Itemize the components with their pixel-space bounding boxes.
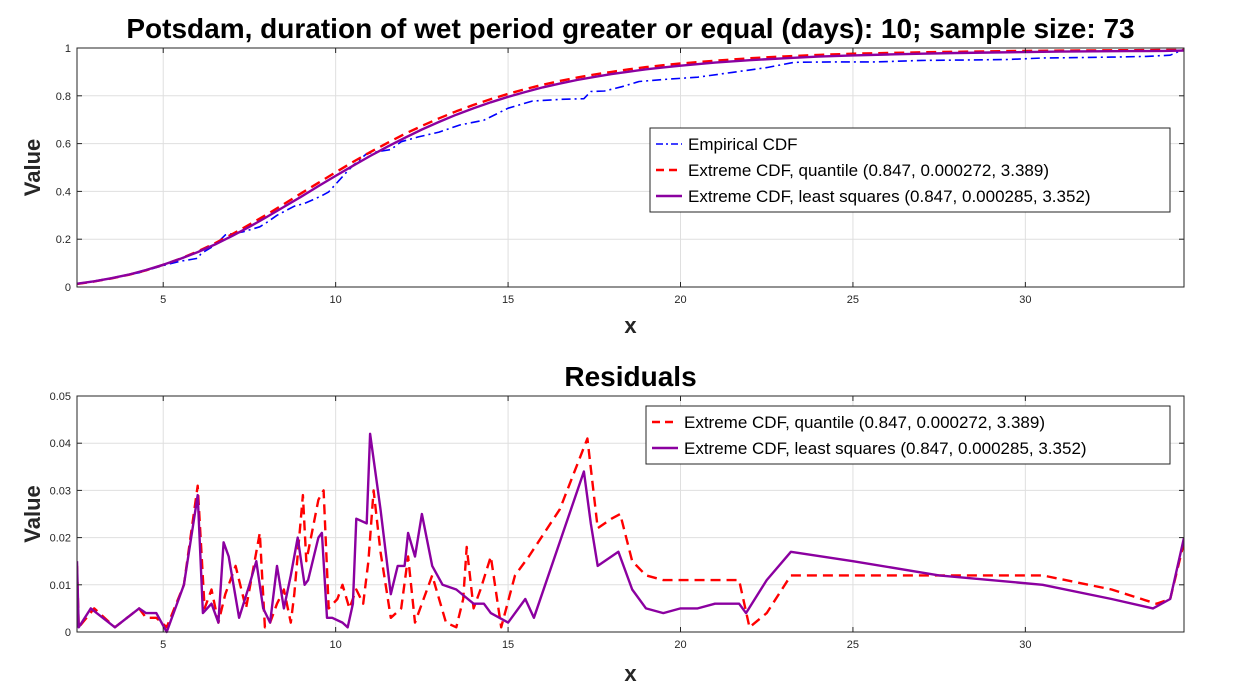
x-tick-label: 20 [674,639,686,651]
y-tick-label: 0.05 [50,391,71,403]
x-tick-label: 20 [674,294,686,306]
series-line-1 [77,48,1184,285]
y-tick-label: 1 [65,43,71,55]
series-line-1 [77,437,1184,629]
y-tick-label: 0.04 [50,438,71,450]
x-tick-label: 10 [330,294,342,306]
legend-box [649,127,1171,213]
y-tick-label: 0.4 [56,186,71,198]
y-tick-label: 0.2 [56,234,71,246]
axes-frame [76,395,1185,633]
legend: Extreme CDF, quantile (0.847, 0.000272, … [645,405,1171,465]
x-tick-label: 30 [1019,639,1031,651]
series-line-2 [77,48,1184,286]
x-tick-label: 5 [160,639,166,651]
y-tick-label: 0 [65,627,71,639]
legend-label-3: Extreme CDF, least squares (0.847, 0.000… [688,187,1091,206]
y-tick-label: 0.6 [56,139,71,151]
x-tick-label: 15 [502,639,514,651]
x-tick-label: 25 [847,639,859,651]
y-tick-label: 0.03 [50,485,71,497]
axes-frame [76,47,1185,288]
legend-label-2: Extreme CDF, quantile (0.847, 0.000272, … [688,161,1049,180]
y-tick-label: 0.02 [50,533,71,545]
series-line-2 [77,432,1184,634]
y-tick-label: 0.8 [56,91,71,103]
legend-box [645,405,1171,465]
legend-label-2: Extreme CDF, least squares (0.847, 0.000… [684,439,1087,458]
x-tick-label: 10 [330,639,342,651]
x-tick-label: 30 [1019,294,1031,306]
legend-label-1: Extreme CDF, quantile (0.847, 0.000272, … [684,413,1045,432]
series-line-3 [77,49,1184,285]
y-tick-label: 0.01 [50,580,71,592]
chart-panel-2: Residuals 5 10 15 20 25 30 0 0.01 0.02 0.03 0.04 0.0… [20,361,1185,686]
chart-title: Potsdam, duration of wet period greater … [126,13,1134,44]
y-axis-label: Value [20,485,45,542]
x-tick-label: 15 [502,294,514,306]
x-axis-label: x [624,313,637,338]
x-tick-label: 25 [847,294,859,306]
x-tick-label: 5 [160,294,166,306]
y-axis-label: Value [20,139,45,196]
chart-title: Residuals [564,361,696,392]
chart-panel-1: Potsdam, duration of wet period greater … [20,13,1185,338]
legend: Empirical CDF Extreme CDF, quantile (0.84… [649,127,1171,213]
legend-label-1: Empirical CDF [688,135,798,154]
y-tick-label: 0 [65,282,71,294]
x-axis-label: x [624,661,637,686]
